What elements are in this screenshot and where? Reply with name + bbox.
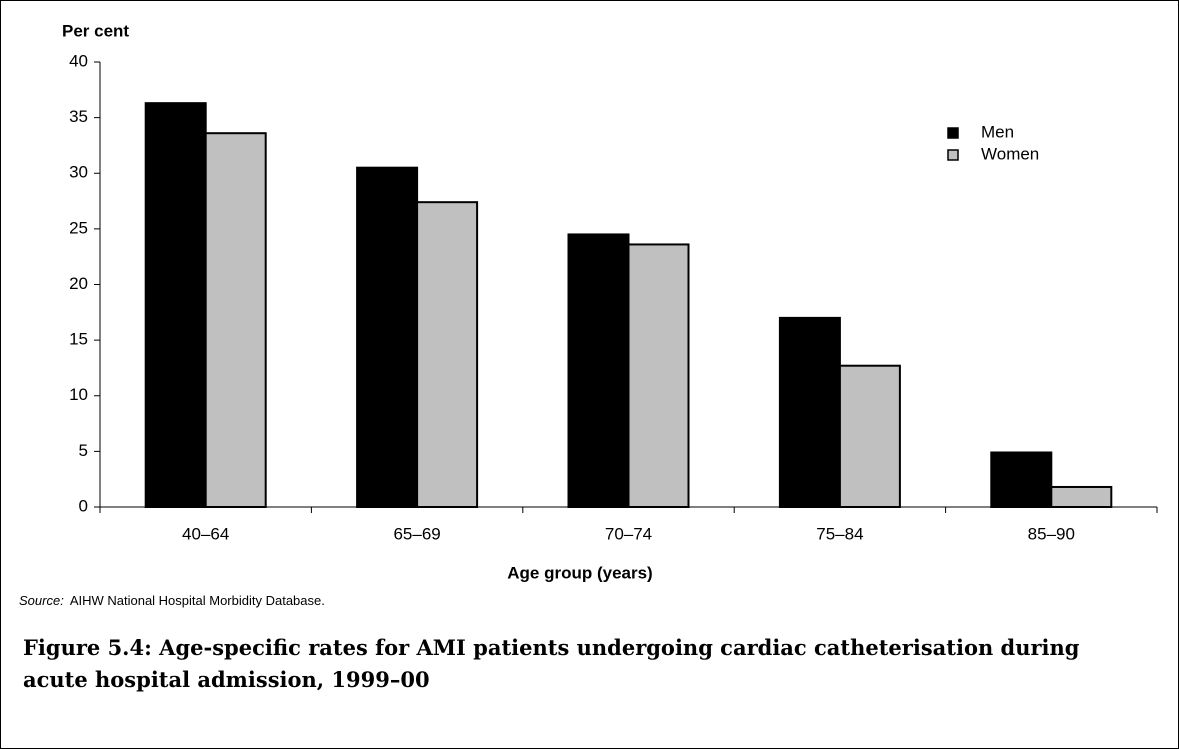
y-tick-label: 10 <box>69 385 88 404</box>
figure-caption: Figure 5.4: Age-specific rates for AMI p… <box>23 635 1080 692</box>
x-tick-label: 40–64 <box>182 524 229 543</box>
bar <box>627 243 690 508</box>
y-tick-label: 20 <box>69 274 88 293</box>
legend-label: Women <box>981 144 1039 163</box>
x-axis-title: Age group (years) <box>507 563 652 582</box>
bar <box>1050 485 1113 509</box>
source-text: AIHW National Hospital Morbidity Databas… <box>70 593 325 608</box>
x-tick-label: 85–90 <box>1028 524 1075 543</box>
y-tick-label: 0 <box>79 496 88 515</box>
y-axis-title: Per cent <box>62 21 129 40</box>
bar <box>567 233 630 508</box>
bar <box>356 166 419 508</box>
x-tick-label: 65–69 <box>393 524 440 543</box>
y-tick-label: 25 <box>69 218 88 237</box>
y-tick-label: 15 <box>69 330 88 349</box>
bar <box>990 451 1053 508</box>
source-label: Source: <box>19 593 64 608</box>
legend-swatch <box>947 149 959 161</box>
bar <box>204 132 267 508</box>
legend-swatch <box>947 127 959 139</box>
x-tick-label: 75–84 <box>816 524 863 543</box>
bar <box>838 364 901 508</box>
y-tick-label: 35 <box>69 107 88 126</box>
source: Source: AIHW National Hospital Morbidity … <box>19 593 325 608</box>
bar <box>416 201 479 509</box>
x-tick-label: 70–74 <box>605 524 652 543</box>
y-tick-label: 30 <box>69 163 88 182</box>
y-tick-label: 40 <box>69 51 88 70</box>
bar <box>144 102 207 508</box>
legend-label: Men <box>981 122 1014 141</box>
y-tick-label: 5 <box>79 441 88 460</box>
bar <box>778 316 841 508</box>
